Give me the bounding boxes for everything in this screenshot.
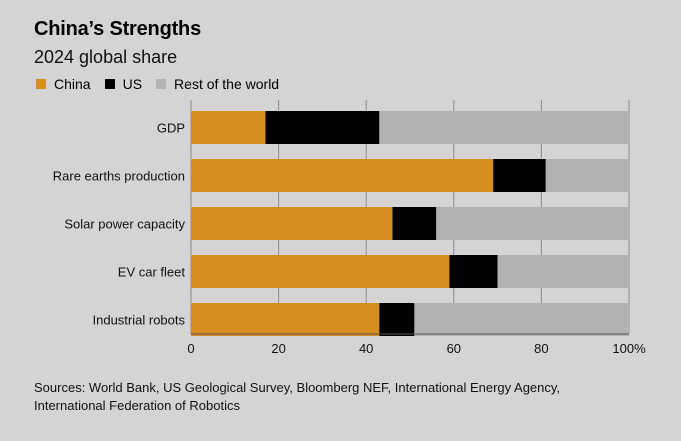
bar-0-china: [191, 111, 266, 144]
bar-4-china: [191, 303, 380, 336]
bar-2-us: [392, 207, 437, 240]
bar-4-rest-of-the-world: [414, 303, 629, 336]
category-label-4: Industrial robots: [93, 313, 186, 328]
sources-note: Sources: World Bank, US Geological Surve…: [34, 380, 561, 413]
legend-item-rest: Rest of the world: [156, 76, 279, 92]
legend-swatch-china: [36, 79, 46, 89]
bar-1-rest-of-the-world: [545, 159, 629, 192]
bar-4-us: [379, 303, 415, 336]
category-label-3: EV car fleet: [118, 265, 186, 280]
legend: China US Rest of the world: [36, 76, 293, 92]
legend-label-us: US: [122, 76, 143, 92]
x-tick-label-0: 0: [187, 341, 194, 356]
category-label-0: GDP: [157, 121, 185, 136]
bar-3-us: [449, 255, 498, 288]
bar-0-rest-of-the-world: [379, 111, 629, 144]
x-tick-label-5: 100%: [612, 341, 646, 356]
x-tick-label-4: 80: [534, 341, 548, 356]
bar-1-us: [493, 159, 546, 192]
legend-swatch-rest: [156, 79, 167, 89]
bar-3-rest-of-the-world: [497, 255, 629, 288]
x-tick-label-3: 60: [447, 341, 461, 356]
chart-subtitle: 2024 global share: [34, 47, 178, 67]
category-label-2: Solar power capacity: [64, 217, 185, 232]
bar-2-china: [191, 207, 393, 240]
bar-0-us: [265, 111, 380, 144]
legend-item-us: US: [104, 76, 143, 92]
x-tick-label-2: 40: [359, 341, 373, 356]
category-label-1: Rare earths production: [53, 169, 185, 184]
chart-title: China’s Strengths: [34, 18, 201, 40]
legend-item-china: China: [36, 76, 91, 92]
x-tick-label-1: 20: [271, 341, 285, 356]
bar-1-china: [191, 159, 494, 192]
legend-label-china: China: [54, 76, 91, 92]
bar-3-china: [191, 255, 450, 288]
legend-swatch-us: [104, 79, 115, 89]
legend-label-rest: Rest of the world: [174, 76, 280, 92]
bar-2-rest-of-the-world: [436, 207, 629, 240]
